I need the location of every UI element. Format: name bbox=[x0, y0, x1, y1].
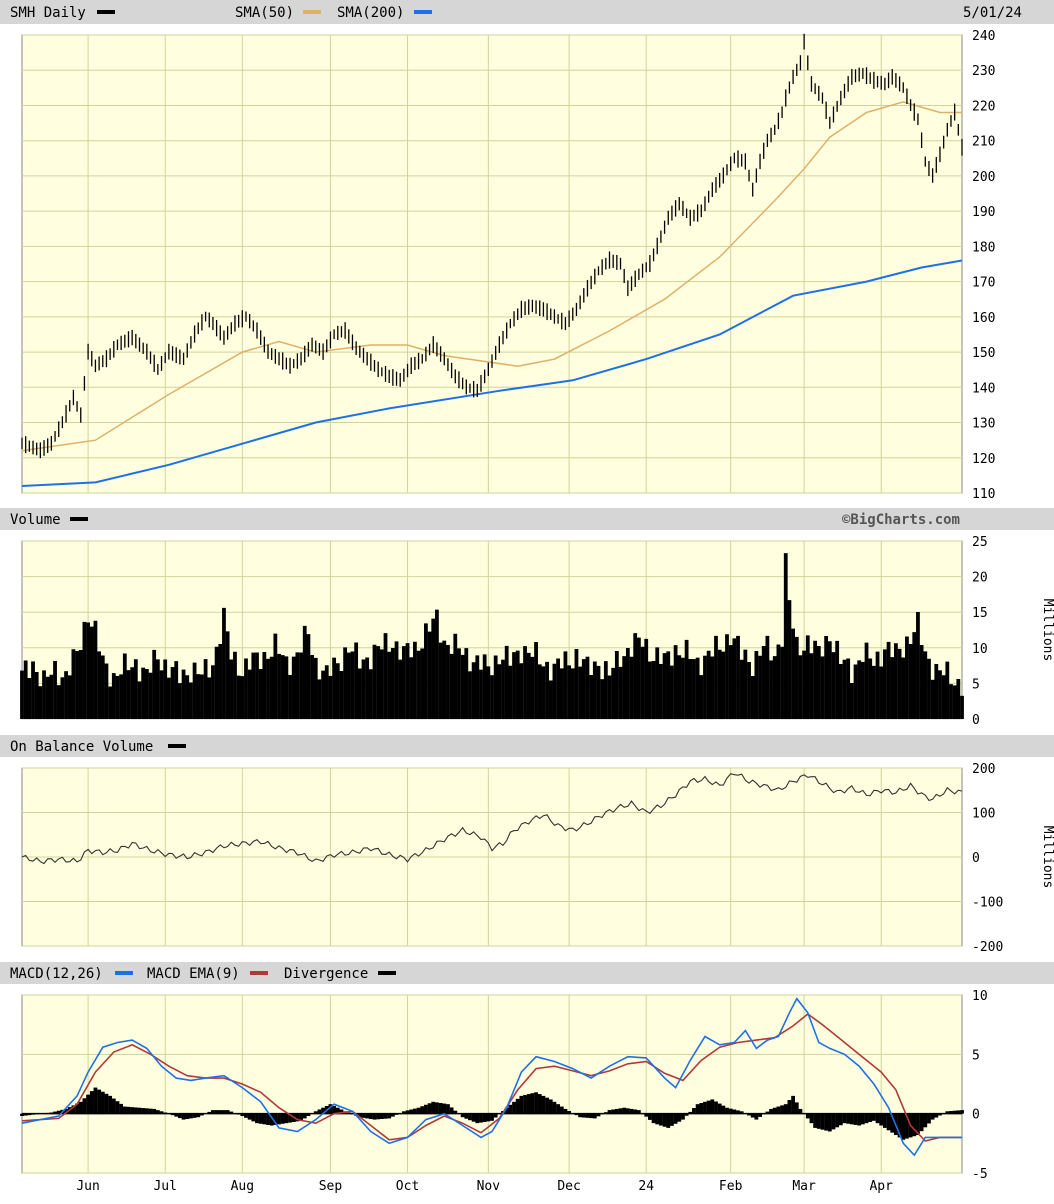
x-tick-label: Mar bbox=[792, 1179, 816, 1194]
x-tick-label: Aug bbox=[231, 1179, 254, 1194]
macd-line bbox=[21, 997, 962, 1157]
volume-y-tick-label: 0 bbox=[972, 713, 980, 728]
sma200-legend-swatch bbox=[414, 10, 432, 14]
x-tick-label: Oct bbox=[396, 1179, 419, 1194]
price-y-tick-label: 150 bbox=[972, 346, 995, 361]
price-y-tick-label: 110 bbox=[972, 487, 995, 502]
ticker-label: SMH Daily bbox=[10, 5, 86, 21]
x-tick-label: Jun bbox=[76, 1179, 99, 1194]
price-plot-area bbox=[21, 34, 963, 494]
volume-y-tick-label: 5 bbox=[972, 677, 980, 692]
sma50-label: SMA(50) bbox=[235, 5, 294, 21]
price-y-tick-label: 200 bbox=[972, 170, 995, 185]
x-tick-label: Jul bbox=[153, 1179, 176, 1194]
sma200-line bbox=[21, 259, 963, 487]
price-y-tick-label: 210 bbox=[972, 135, 995, 150]
macd-y-tick-label: 0 bbox=[972, 1108, 980, 1123]
price-y-tick-label: 180 bbox=[972, 240, 995, 255]
price-y-tick-label: 230 bbox=[972, 64, 995, 79]
price-y-tick-label: 170 bbox=[972, 276, 995, 291]
price-y-tick-label: 240 bbox=[972, 29, 995, 44]
volume-unit-label: Millions bbox=[1040, 599, 1054, 662]
divergence-legend-swatch bbox=[378, 971, 396, 975]
price-y-tick-label: 140 bbox=[972, 381, 995, 396]
macd-header-bar bbox=[0, 962, 1054, 984]
macd-plot-area bbox=[21, 994, 963, 1174]
obv-unit-label: Millions bbox=[1040, 826, 1054, 889]
obv-line bbox=[21, 773, 963, 865]
x-tick-label: Feb bbox=[719, 1179, 743, 1194]
volume-title: Volume bbox=[10, 512, 61, 528]
price-y-tick-label: 130 bbox=[972, 417, 995, 432]
obv-header-bar bbox=[0, 735, 1054, 757]
obv-y-tick-label: -100 bbox=[972, 896, 1003, 911]
macd-y-tick-label: -5 bbox=[972, 1167, 988, 1182]
macd-legend-swatch bbox=[115, 971, 133, 975]
price-y-tick-label: 220 bbox=[972, 99, 995, 114]
obv-legend-swatch bbox=[168, 744, 186, 748]
macd-ema-legend-swatch bbox=[250, 971, 268, 975]
price-header-bar bbox=[0, 0, 1054, 24]
macd-y-tick-label: 5 bbox=[972, 1048, 980, 1063]
volume-y-tick-label: 20 bbox=[972, 571, 988, 586]
volume-header-bar bbox=[0, 508, 1054, 530]
x-tick-label: Nov bbox=[477, 1179, 501, 1194]
x-tick-label: 24 bbox=[638, 1179, 654, 1194]
obv-y-tick-label: 100 bbox=[972, 807, 995, 822]
sma50-line bbox=[21, 101, 962, 452]
volume-y-tick-label: 25 bbox=[972, 535, 988, 550]
ticker-legend-swatch bbox=[97, 10, 115, 14]
x-tick-label: Dec bbox=[557, 1179, 580, 1194]
macd-ema-label: MACD EMA(9) bbox=[147, 966, 240, 982]
price-y-tick-label: 120 bbox=[972, 452, 995, 467]
sma50-legend-swatch bbox=[303, 10, 321, 14]
obv-y-tick-label: -200 bbox=[972, 940, 1003, 955]
sma200-label: SMA(200) bbox=[337, 5, 404, 21]
price-y-tick-label: 190 bbox=[972, 205, 995, 220]
x-tick-label: Sep bbox=[319, 1179, 343, 1194]
volume-y-tick-label: 10 bbox=[972, 642, 988, 657]
divergence-label: Divergence bbox=[284, 966, 368, 982]
chart-date: 5/01/24 bbox=[963, 5, 1022, 21]
price-y-tick-label: 160 bbox=[972, 311, 995, 326]
volume-legend-swatch bbox=[70, 517, 88, 521]
obv-y-tick-label: 0 bbox=[972, 851, 980, 866]
x-tick-label: Apr bbox=[869, 1179, 893, 1194]
obv-y-tick-label: 200 bbox=[972, 762, 995, 777]
credit-label: ©BigCharts.com bbox=[842, 512, 960, 528]
macd-y-tick-label: 10 bbox=[972, 989, 988, 1004]
volume-y-tick-label: 15 bbox=[972, 606, 988, 621]
macd-title: MACD(12,26) bbox=[10, 966, 103, 982]
obv-title: On Balance Volume bbox=[10, 739, 153, 755]
macd-ema-line bbox=[21, 1012, 962, 1142]
